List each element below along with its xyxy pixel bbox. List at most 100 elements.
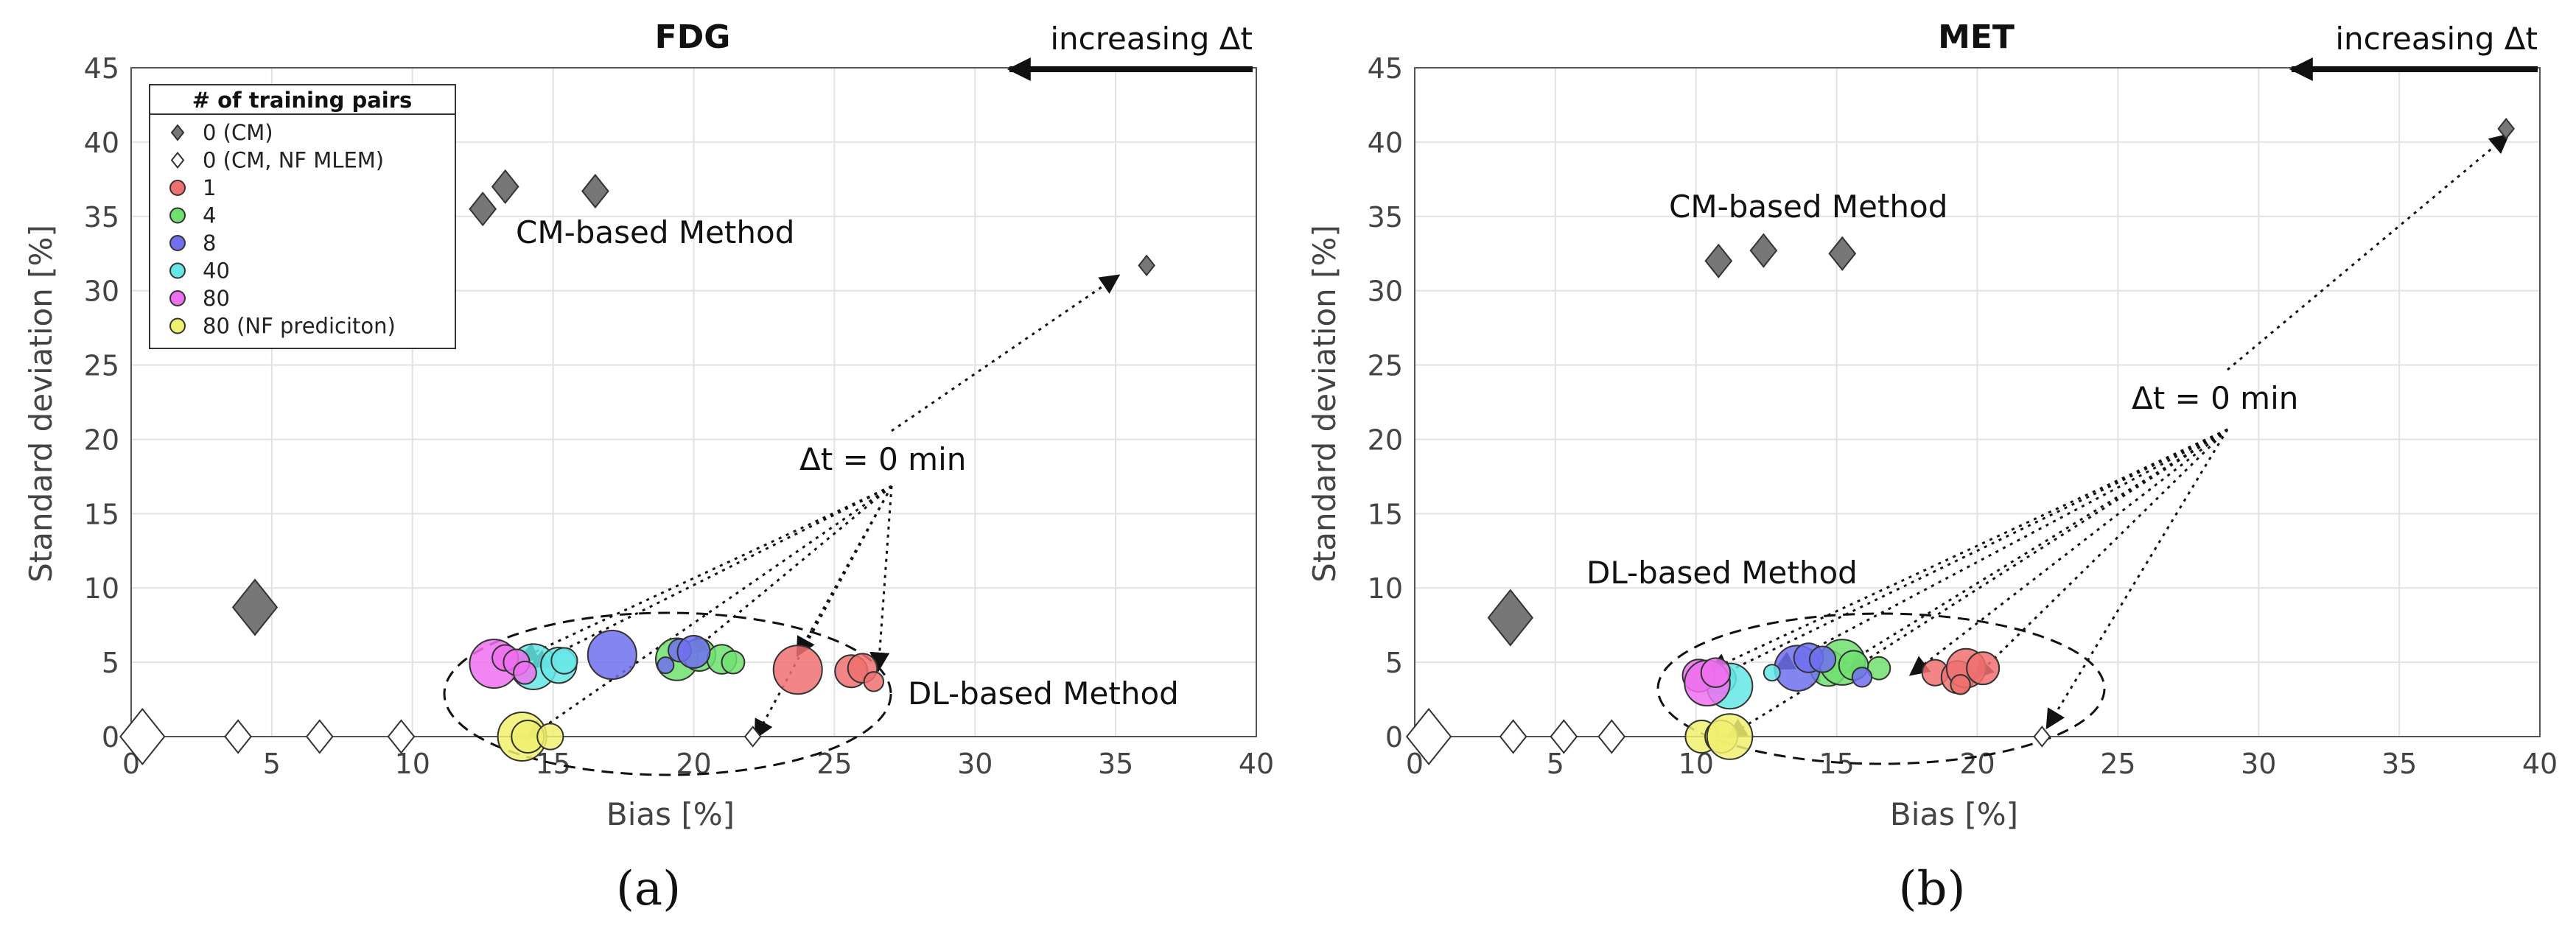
- point-0-cm-fdg: [231, 578, 279, 636]
- point-0-cm-nf-mlem-fdg: [224, 719, 252, 754]
- dotted-arrows-met: [1707, 133, 2510, 738]
- annotation-cm-method-fdg: CM-based Method: [516, 214, 794, 250]
- legend-marker-n40: [169, 262, 186, 279]
- legend-label-n80nf: 80 (NF prediciton): [203, 314, 396, 339]
- y-tick-label-fdg: 25: [84, 350, 119, 382]
- arrow-dt-to-80-fdg: [517, 485, 892, 661]
- legend-label-n8: 8: [203, 231, 216, 256]
- arrow-dt-to-4-met: [1846, 428, 2228, 673]
- panel-label-a: (a): [616, 862, 681, 916]
- increasing-dt-label-fdg: increasing Δt: [1050, 21, 1253, 57]
- point-0-cm-met: [1487, 589, 1533, 647]
- panel-label-b: (b): [1899, 862, 1966, 916]
- legend-box: [149, 84, 456, 349]
- y-tick-label-fdg: 0: [102, 721, 119, 754]
- y-axis-label-met: Standard deviation [%]: [1306, 225, 1343, 583]
- x-tick-label-met: 15: [1819, 748, 1854, 780]
- y-tick-label-fdg: 15: [84, 498, 119, 530]
- point-40-met: [1763, 664, 1781, 682]
- y-tick-label-met: 5: [1385, 647, 1403, 679]
- y-axis-label-fdg: Standard deviation [%]: [23, 225, 59, 583]
- x-tick-label-met: 40: [2522, 748, 2558, 780]
- y-tick-label-fdg: 35: [84, 201, 119, 234]
- annotation-dl-method-fdg: DL-based Method: [908, 675, 1179, 712]
- point-8-fdg: [657, 656, 675, 675]
- annotation-dt-zero-met: Δt = 0 min: [2132, 380, 2298, 416]
- legend-label-n80: 80: [203, 286, 230, 311]
- plot-frame-fdg: [130, 67, 1257, 737]
- y-tick-label-met: 45: [1368, 52, 1403, 85]
- point-0-cm-met: [1828, 236, 1857, 271]
- dl-cluster-ellipse-met: [1656, 612, 2106, 765]
- y-tick-label-met: 0: [1385, 721, 1403, 754]
- point-4-fdg: [721, 650, 746, 675]
- grid-met: [1414, 67, 2541, 737]
- y-tick-label-fdg: 45: [84, 52, 119, 85]
- point-80-met: [1700, 657, 1732, 689]
- point-0-cm-fdg: [491, 169, 519, 205]
- dl-cluster-ellipse-fdg: [443, 611, 892, 776]
- y-tick-label-met: 40: [1368, 127, 1403, 159]
- arrow-dt-to-nf-fdg: [525, 485, 892, 740]
- annotation-cm-method-met: CM-based Method: [1669, 189, 1947, 225]
- y-tick-label-met: 15: [1368, 498, 1403, 530]
- point-40-fdg: [550, 647, 578, 675]
- point-1-fdg: [863, 671, 885, 692]
- point-0-cm-fdg: [469, 192, 497, 227]
- x-tick-label-fdg: 25: [816, 748, 852, 780]
- increasing-dt-label-met: increasing Δt: [2335, 21, 2538, 57]
- point-0-cm-nf-mlem-met: [1405, 707, 1452, 766]
- point-0-cm-nf-mlem-fdg: [743, 726, 762, 748]
- point-80-fdg: [513, 660, 537, 685]
- legend-marker-cm_nf: [170, 151, 185, 169]
- annotation-dt-zero-fdg: Δt = 0 min: [799, 441, 966, 477]
- y-tick-label-fdg: 5: [102, 647, 119, 679]
- grid-fdg: [130, 67, 1257, 737]
- y-tick-label-met: 25: [1368, 350, 1403, 382]
- point-0-cm-met: [1749, 233, 1778, 268]
- x-tick-label-met: 35: [2381, 748, 2417, 780]
- point-0-cm-fdg: [581, 173, 609, 209]
- y-tick-label-met: 20: [1368, 424, 1403, 456]
- arrow-dt-to-1-met: [1973, 428, 2229, 679]
- point-0-cm-nf-mlem-fdg: [119, 707, 166, 766]
- x-tick-label-met: 20: [1959, 748, 1995, 780]
- x-tick-label-fdg: 10: [395, 748, 430, 780]
- legend-marker-n4: [169, 207, 186, 224]
- data-points-fdg: [119, 169, 1155, 766]
- annotation-dl-method-met: DL-based Method: [1586, 555, 1858, 591]
- arrow-dt-to-80-met: [1713, 428, 2228, 679]
- arrow-dt-to-cm-fdg: [891, 274, 1121, 432]
- dotted-arrows-fdg: [517, 274, 1121, 740]
- arrow-dt-to-8-met: [1774, 428, 2228, 670]
- arrow-dt-to-40-fdg: [528, 485, 892, 668]
- point-0-cm-nf-mlem-fdg: [387, 719, 416, 754]
- legend: # of training pairs 0 (CM) 0 (CM, NF MLEM…: [149, 84, 456, 349]
- point-1-met: [1966, 651, 2001, 686]
- chart-title-met: MET: [1938, 18, 2015, 56]
- chart-title-fdg: FDG: [655, 18, 731, 56]
- legend-marker-n1: [169, 180, 186, 196]
- arrow-dt-to-8-fdg: [796, 485, 893, 658]
- legend-marker-n80: [169, 290, 186, 306]
- arrow-dt-to-nfcm-fdg: [754, 485, 893, 740]
- x-axis-label-met: Bias [%]: [1890, 796, 2018, 832]
- point-0-cm-nf-mlem-met: [2033, 726, 2051, 748]
- x-tick-label-fdg: 5: [263, 748, 281, 780]
- point-0-cm-met: [1704, 243, 1733, 278]
- legend-marker-n80nf: [169, 317, 186, 334]
- legend-label-n4: 4: [203, 203, 216, 228]
- x-tick-label-fdg: 30: [957, 748, 993, 780]
- point-0-cm-nf-mlem-met: [1597, 719, 1626, 754]
- x-tick-label-met: 25: [2100, 748, 2135, 780]
- y-tick-label-met: 35: [1368, 201, 1403, 234]
- x-tick-label-fdg: 35: [1098, 748, 1133, 780]
- point-0-cm-nf-mlem-met: [1499, 719, 1527, 754]
- y-tick-label-fdg: 20: [84, 424, 119, 456]
- point-8-fdg: [587, 630, 637, 681]
- point-0-cm-nf-mlem-met: [1550, 719, 1578, 754]
- arrow-dt-to-4b-met: [1908, 428, 2228, 676]
